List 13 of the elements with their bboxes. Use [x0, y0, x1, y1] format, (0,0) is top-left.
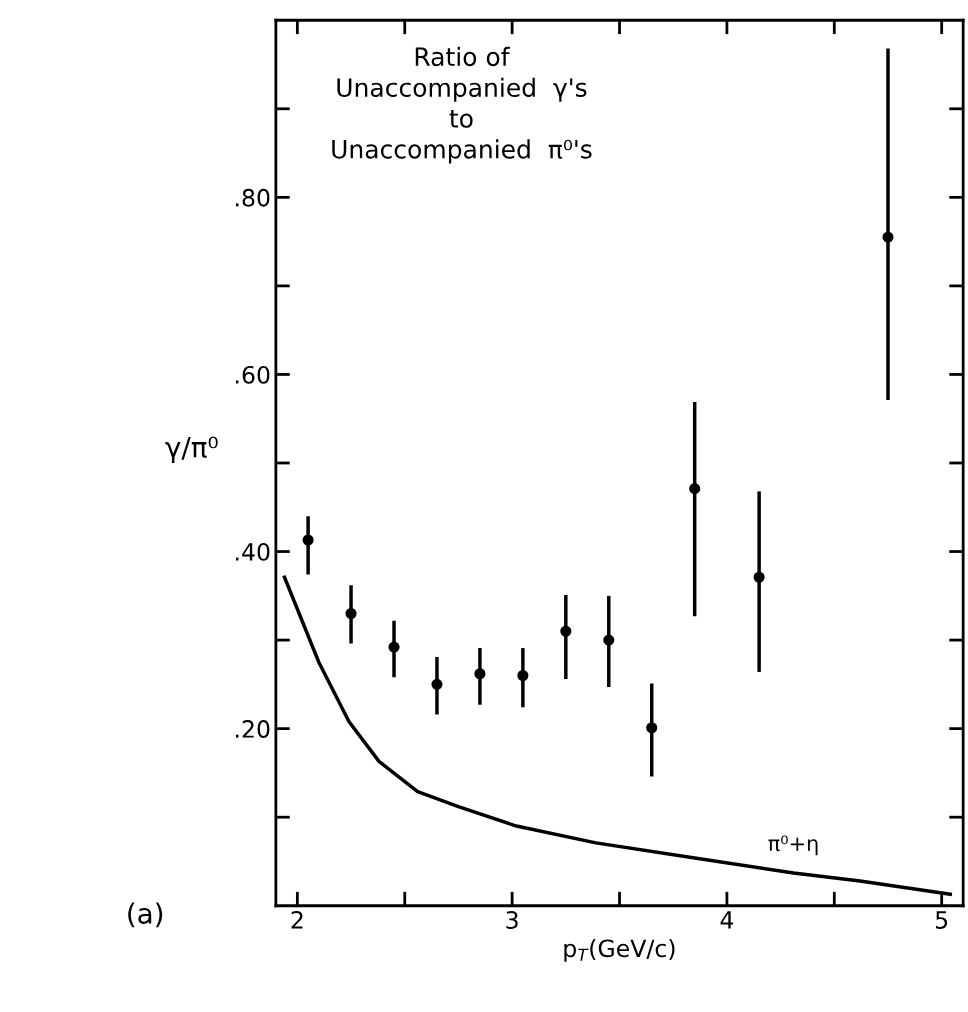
- y-tick-label: .60: [235, 365, 270, 384]
- x-tick-label: 2: [291, 911, 303, 929]
- y-tick-label: .20: [235, 720, 270, 738]
- series-label: π⁰+η: [768, 835, 818, 856]
- x-tick-label: 3: [506, 911, 518, 929]
- x-tick-label: 4: [720, 911, 734, 929]
- y-tick-label: .80: [235, 188, 270, 207]
- text: (a): [128, 902, 163, 928]
- y-axis-title: γ/π⁰: [165, 436, 218, 463]
- x-axis-title: p$_{T}$(GeV/c): [564, 939, 675, 962]
- x-tick-label: 5: [935, 911, 948, 929]
- y-tick-label: .40: [235, 542, 270, 561]
- text: Ratio of Unaccompanied γ's to Unaccompanied π⁰'s: [332, 46, 592, 164]
